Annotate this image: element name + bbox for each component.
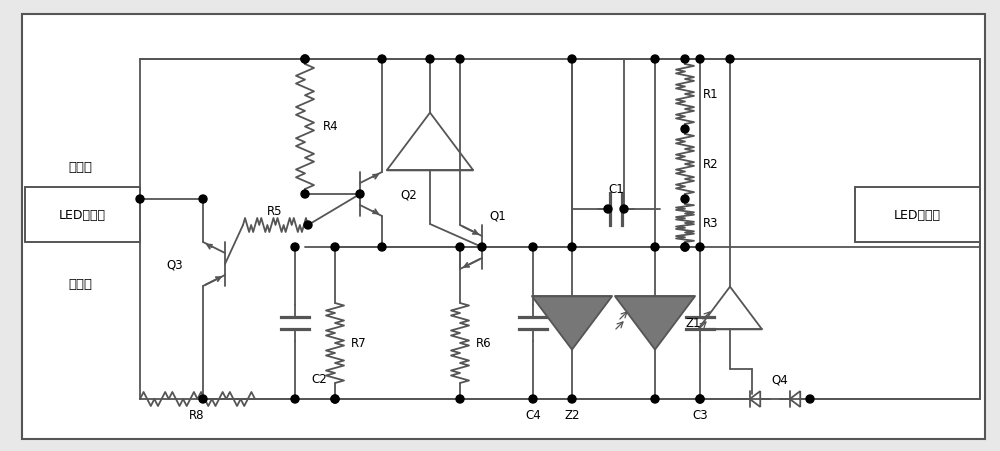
FancyBboxPatch shape [855,188,980,243]
Text: R5: R5 [267,205,283,218]
Circle shape [651,395,659,403]
Circle shape [301,56,309,64]
Circle shape [529,244,537,252]
Text: R7: R7 [351,337,367,350]
Circle shape [378,56,386,64]
Text: C4: C4 [525,409,541,422]
Circle shape [651,56,659,64]
Circle shape [331,395,339,403]
Circle shape [726,56,734,64]
Circle shape [681,244,689,252]
FancyBboxPatch shape [25,188,140,243]
Circle shape [426,56,434,64]
Text: LED灯模组: LED灯模组 [894,208,941,221]
Circle shape [806,395,814,403]
Circle shape [651,244,659,252]
Circle shape [568,395,576,403]
Circle shape [696,395,704,403]
Circle shape [529,395,537,403]
Circle shape [604,206,612,213]
Circle shape [696,56,704,64]
Text: R6: R6 [476,337,492,350]
Circle shape [478,244,486,252]
Circle shape [136,196,144,203]
Circle shape [568,244,576,252]
Text: R2: R2 [703,158,719,171]
Text: R4: R4 [323,120,339,133]
Text: Z2: Z2 [564,409,580,422]
Circle shape [291,395,299,403]
Circle shape [568,56,576,64]
Text: C2: C2 [311,373,327,386]
Text: Q1: Q1 [490,209,506,222]
Circle shape [304,221,312,230]
Circle shape [291,244,299,252]
Text: 输出正: 输出正 [68,161,92,174]
Circle shape [696,244,704,252]
Text: Q3: Q3 [166,258,183,271]
Polygon shape [615,297,695,350]
Circle shape [681,244,689,252]
Text: Q2: Q2 [400,188,417,201]
Text: Q4: Q4 [772,373,788,386]
Text: R1: R1 [703,88,719,101]
Circle shape [356,191,364,198]
Text: R3: R3 [703,217,718,230]
Text: 输出负: 输出负 [68,278,92,291]
Circle shape [331,244,339,252]
FancyBboxPatch shape [22,15,985,439]
Text: Z1: Z1 [685,317,700,330]
Circle shape [331,395,339,403]
Circle shape [696,395,704,403]
Text: C3: C3 [692,409,708,422]
Text: LED驱动器: LED驱动器 [59,208,106,221]
Text: C1: C1 [608,183,624,196]
Circle shape [620,206,628,213]
Circle shape [681,56,689,64]
Circle shape [301,191,309,198]
Circle shape [378,244,386,252]
Polygon shape [532,297,612,350]
Circle shape [681,196,689,203]
Circle shape [456,244,464,252]
Circle shape [301,56,309,64]
Circle shape [681,126,689,133]
Circle shape [456,395,464,403]
Text: R8: R8 [189,409,205,422]
Circle shape [199,196,207,203]
Circle shape [456,56,464,64]
Circle shape [199,395,207,403]
